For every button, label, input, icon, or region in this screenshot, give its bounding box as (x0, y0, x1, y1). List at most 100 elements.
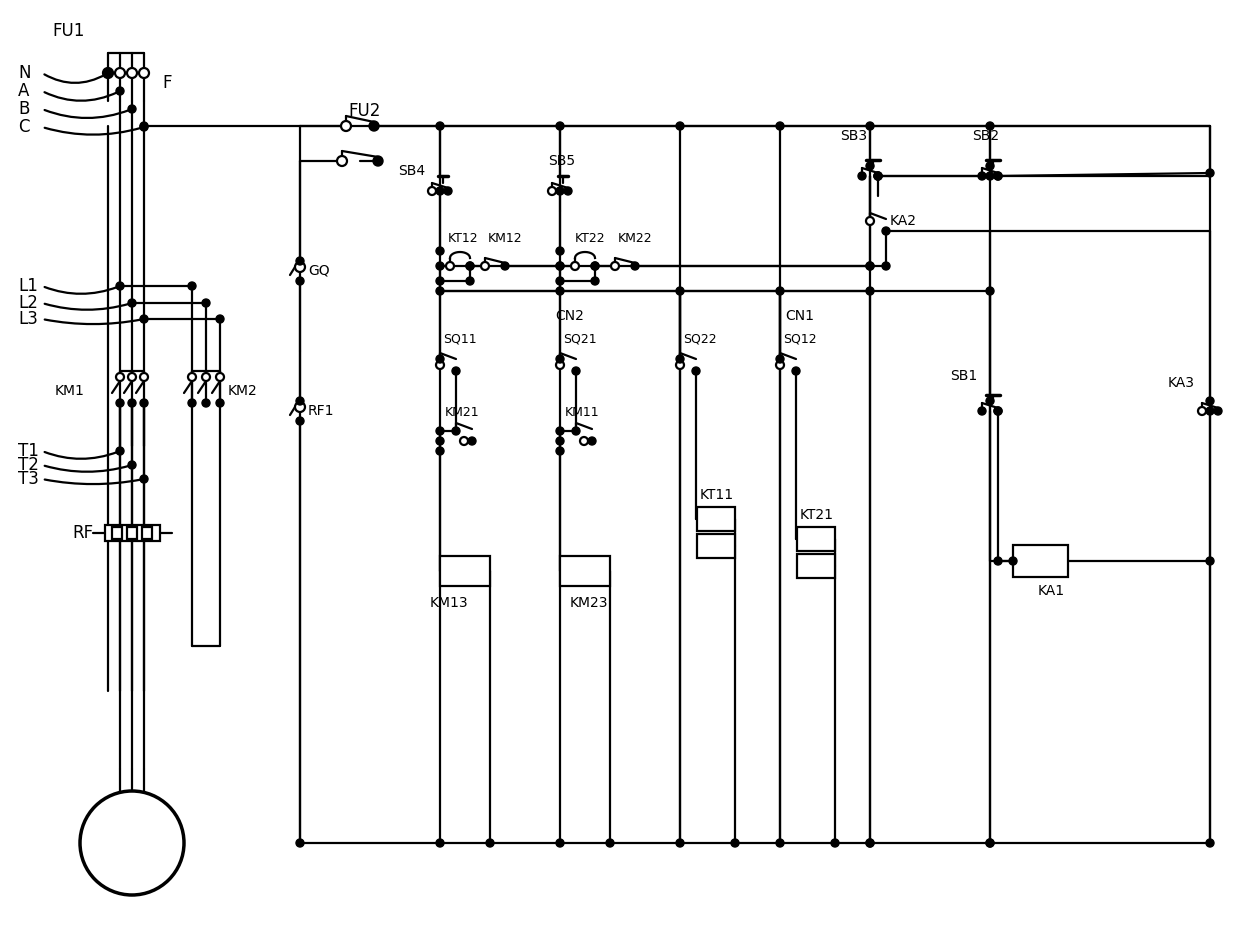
Circle shape (436, 427, 444, 435)
Circle shape (295, 262, 305, 272)
Circle shape (436, 287, 444, 295)
Circle shape (556, 247, 564, 255)
Circle shape (692, 367, 701, 375)
Circle shape (128, 299, 136, 307)
Circle shape (776, 122, 784, 130)
Circle shape (460, 437, 467, 445)
Circle shape (1207, 557, 1214, 565)
Circle shape (556, 262, 564, 270)
Circle shape (866, 162, 874, 170)
Text: L2: L2 (19, 294, 38, 312)
Text: SQ12: SQ12 (782, 332, 817, 345)
Circle shape (140, 475, 148, 483)
Circle shape (436, 277, 444, 285)
Circle shape (986, 397, 994, 405)
Circle shape (216, 373, 224, 381)
Circle shape (436, 839, 444, 847)
Circle shape (341, 121, 351, 131)
Circle shape (874, 172, 882, 180)
Circle shape (481, 262, 489, 270)
Circle shape (296, 839, 304, 847)
Circle shape (986, 839, 994, 847)
Circle shape (453, 427, 460, 435)
Circle shape (436, 361, 444, 369)
Circle shape (81, 791, 184, 895)
Circle shape (117, 399, 124, 407)
Circle shape (103, 68, 113, 78)
Text: T2: T2 (19, 456, 38, 474)
Circle shape (337, 156, 347, 166)
Text: SB2: SB2 (972, 129, 999, 143)
Bar (440, 556, 490, 586)
Bar (560, 556, 610, 586)
Circle shape (676, 122, 684, 130)
Circle shape (776, 361, 784, 369)
Circle shape (978, 172, 986, 180)
Circle shape (444, 187, 453, 195)
Text: KA1: KA1 (1038, 584, 1065, 598)
Circle shape (866, 839, 874, 847)
Circle shape (588, 437, 596, 445)
Text: KM22: KM22 (618, 232, 652, 245)
Bar (126, 527, 136, 539)
Bar (697, 507, 735, 531)
Text: KA2: KA2 (890, 214, 918, 228)
Circle shape (453, 367, 460, 375)
Circle shape (436, 355, 444, 363)
Circle shape (202, 399, 210, 407)
Text: KM12: KM12 (489, 232, 522, 245)
Text: KT11: KT11 (701, 488, 734, 502)
Text: SB1: SB1 (950, 369, 977, 383)
Circle shape (202, 299, 210, 307)
Circle shape (994, 557, 1002, 565)
Text: SQ11: SQ11 (443, 332, 476, 345)
Circle shape (556, 262, 564, 270)
Circle shape (296, 417, 304, 425)
Circle shape (866, 217, 874, 225)
Circle shape (676, 839, 684, 847)
Circle shape (1198, 407, 1207, 415)
Circle shape (436, 437, 444, 445)
Circle shape (556, 187, 564, 195)
Text: C: C (19, 118, 30, 136)
Text: KA3: KA3 (1168, 376, 1195, 390)
Circle shape (466, 262, 474, 270)
Circle shape (986, 162, 994, 170)
Circle shape (446, 262, 454, 270)
Circle shape (436, 247, 444, 255)
Circle shape (866, 122, 874, 130)
Circle shape (117, 373, 124, 381)
Circle shape (874, 172, 882, 180)
Circle shape (676, 287, 684, 295)
Text: KM13: KM13 (430, 596, 469, 610)
Circle shape (676, 355, 684, 363)
Circle shape (994, 407, 1002, 415)
Circle shape (104, 69, 112, 77)
Circle shape (1207, 407, 1214, 415)
Text: L3: L3 (19, 310, 38, 328)
Circle shape (631, 262, 639, 270)
Circle shape (986, 172, 994, 180)
Circle shape (556, 361, 564, 369)
Circle shape (216, 315, 224, 323)
Circle shape (978, 407, 986, 415)
Text: SB3: SB3 (839, 129, 867, 143)
Circle shape (858, 172, 866, 180)
Text: CN1: CN1 (785, 309, 813, 323)
Circle shape (128, 399, 136, 407)
Circle shape (1207, 397, 1214, 405)
Circle shape (115, 68, 125, 78)
Circle shape (866, 262, 874, 270)
Circle shape (572, 427, 580, 435)
Text: T3: T3 (19, 470, 38, 488)
Circle shape (866, 262, 874, 270)
Circle shape (831, 839, 839, 847)
Circle shape (591, 277, 599, 285)
Text: KM11: KM11 (565, 407, 600, 420)
Circle shape (117, 447, 124, 455)
Circle shape (370, 121, 379, 131)
Circle shape (556, 839, 564, 847)
Circle shape (296, 277, 304, 285)
Circle shape (466, 277, 474, 285)
Circle shape (140, 123, 148, 131)
